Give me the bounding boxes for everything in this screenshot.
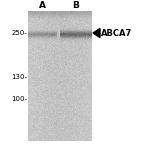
Text: 250-: 250- [11,30,27,36]
Text: B: B [73,1,79,10]
Text: 130-: 130- [11,74,27,80]
Text: A: A [39,1,46,10]
Polygon shape [93,28,100,38]
Text: 100-: 100- [11,96,27,102]
Text: ABCA7: ABCA7 [101,28,132,38]
